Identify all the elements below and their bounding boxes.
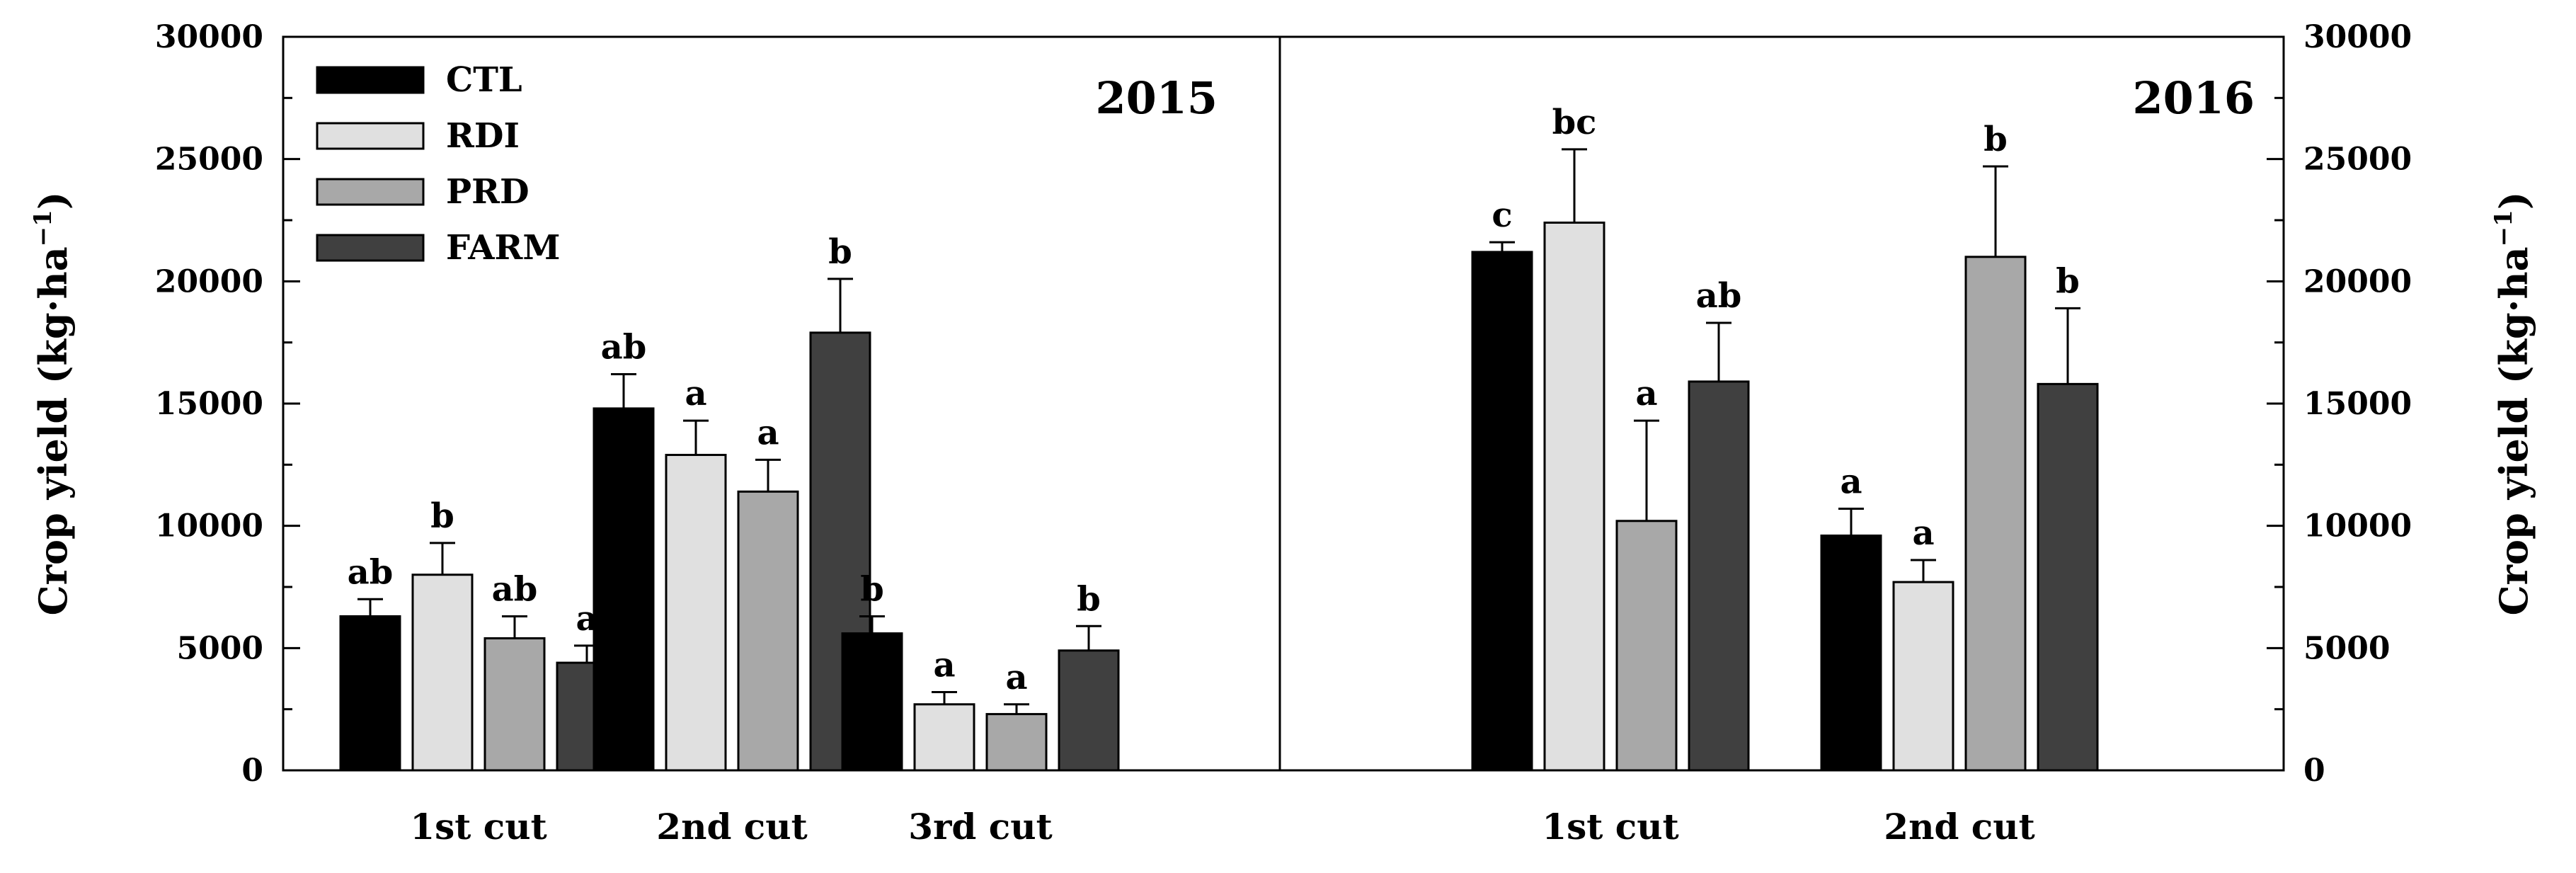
legend-swatch-ctl <box>316 66 425 94</box>
bar-prd <box>483 637 546 772</box>
significance-letter: b <box>828 232 852 272</box>
x-category-label: 1st cut <box>410 806 546 848</box>
significance-letter: ab <box>492 569 538 609</box>
y-tick-label-left: 20000 <box>155 263 263 299</box>
significance-letter: ab <box>1696 276 1742 316</box>
y-tick-label-right: 5000 <box>2303 630 2390 666</box>
bar-ctl <box>593 407 655 772</box>
bar-rdi <box>411 574 474 772</box>
bar-farm <box>1688 380 1750 772</box>
legend-label-farm: FARM <box>446 228 561 268</box>
legend-swatch-rdi <box>316 122 425 150</box>
bar-ctl <box>1471 251 1533 772</box>
y-tick-label-left: 0 <box>241 753 263 789</box>
x-category-label: 2nd cut <box>1884 806 2034 848</box>
bar-rdi <box>665 454 727 772</box>
y-tick-label-right: 25000 <box>2303 142 2412 178</box>
significance-letter: a <box>1005 658 1027 697</box>
significance-letter: b <box>1983 120 2008 159</box>
significance-letter: c <box>1492 195 1512 235</box>
legend-swatch-farm <box>316 234 425 262</box>
y-tick-label-left: 10000 <box>155 508 263 544</box>
y-tick-label-right: 15000 <box>2303 386 2412 422</box>
significance-letter: ab <box>601 328 647 367</box>
x-category-label: 1st cut <box>1542 806 1678 848</box>
y-tick-label-right: 30000 <box>2303 19 2412 55</box>
bar-ctl <box>841 632 903 772</box>
bar-prd <box>1615 520 1678 772</box>
y-tick-label-left: 25000 <box>155 142 263 178</box>
significance-letter: a <box>1635 374 1657 413</box>
y-tick-label-right: 20000 <box>2303 263 2412 299</box>
significance-letter: b <box>430 496 454 536</box>
significance-letter: a <box>1840 462 1862 501</box>
bar-rdi <box>913 703 975 772</box>
bar-farm <box>2037 382 2099 772</box>
significance-letter: b <box>1077 579 1101 619</box>
bar-ctl <box>1820 534 1882 772</box>
significance-letter: a <box>576 599 597 639</box>
y-tick-label-left: 15000 <box>155 386 263 422</box>
x-category-label: 3rd cut <box>908 806 1052 848</box>
panel-year-label: 2015 <box>1095 72 1218 124</box>
bar-farm <box>1058 649 1120 772</box>
bar-ctl <box>339 615 401 772</box>
legend-label-ctl: CTL <box>446 60 522 100</box>
significance-letter: a <box>933 645 955 685</box>
legend-label-prd: PRD <box>446 172 529 212</box>
y-axis-title-right: Crop yield (kg·ha−1) <box>2490 192 2536 616</box>
significance-letter: a <box>757 413 779 452</box>
bar-prd <box>985 713 1048 772</box>
y-axis-title-left: Crop yield (kg·ha−1) <box>29 192 76 616</box>
significance-letter: bc <box>1552 103 1597 142</box>
y-tick-label-right: 10000 <box>2303 508 2412 544</box>
significance-letter: b <box>860 569 884 609</box>
y-tick-label-left: 5000 <box>177 630 263 666</box>
significance-letter: a <box>1912 513 1934 553</box>
significance-letter: a <box>685 374 706 413</box>
legend-label-rdi: RDI <box>446 116 520 156</box>
panel-year-label: 2016 <box>2132 72 2255 124</box>
bar-prd <box>1964 256 2027 772</box>
legend-swatch-prd <box>316 178 425 206</box>
bar-rdi <box>1543 221 1605 772</box>
x-category-label: 2nd cut <box>656 806 807 848</box>
significance-letter: b <box>2056 261 2080 301</box>
significance-letter: ab <box>348 552 394 592</box>
y-tick-label-right: 0 <box>2303 753 2325 789</box>
y-tick-label-left: 30000 <box>155 19 263 55</box>
bar-rdi <box>1892 581 1954 772</box>
bar-prd <box>737 490 799 772</box>
